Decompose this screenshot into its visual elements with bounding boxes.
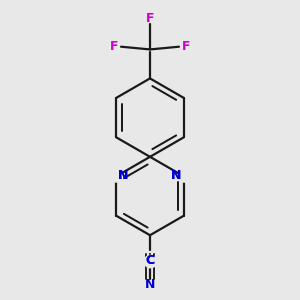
Text: F: F xyxy=(182,40,190,53)
Text: N: N xyxy=(118,169,129,182)
Text: C: C xyxy=(146,254,154,267)
Text: N: N xyxy=(171,169,182,182)
Text: N: N xyxy=(145,278,155,291)
Text: N: N xyxy=(118,169,129,182)
Text: F: F xyxy=(110,40,118,53)
Text: F: F xyxy=(146,12,154,25)
Text: N: N xyxy=(171,169,182,182)
Text: C: C xyxy=(146,254,154,267)
